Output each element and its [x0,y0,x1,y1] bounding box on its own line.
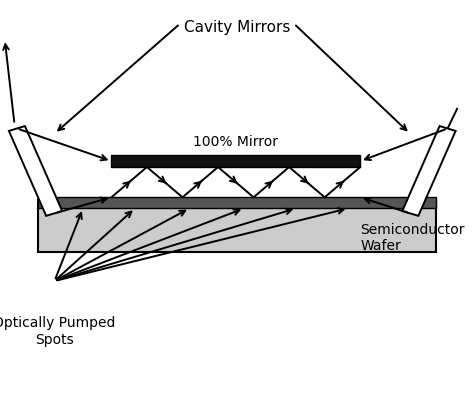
Bar [111,155,360,167]
Text: Semiconductor
Wafer: Semiconductor Wafer [360,223,465,253]
Polygon shape [9,126,62,216]
Text: Cavity Mirrors: Cavity Mirrors [184,20,290,35]
Bar [38,197,436,208]
Bar [38,200,436,252]
Text: 100% Mirror: 100% Mirror [193,135,278,149]
Polygon shape [402,126,456,216]
Text: Optically Pumped
Spots: Optically Pumped Spots [0,316,116,347]
